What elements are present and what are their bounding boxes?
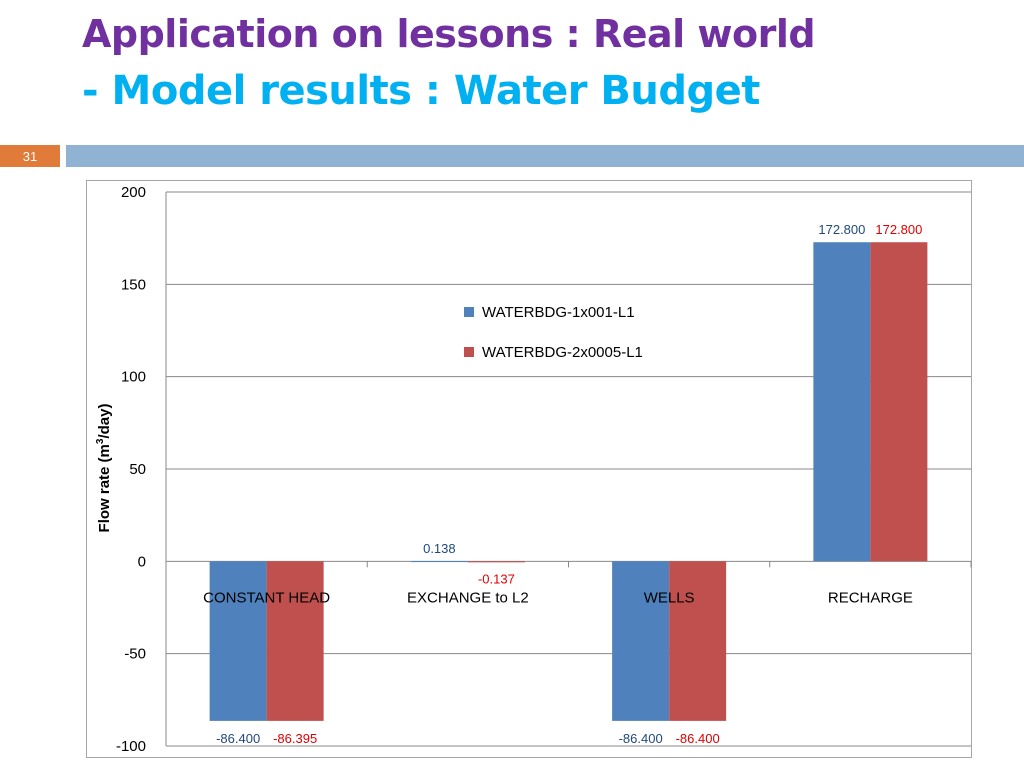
category-label: EXCHANGE to L2 [407, 589, 529, 606]
y-tick-label: 150 [121, 276, 146, 293]
y-tick-label: 50 [129, 461, 146, 478]
y-axis-title: Flow rate (m3/day) [95, 404, 113, 533]
category-labels: CONSTANT HEAD EXCHANGE to L2 WELLS RECHARGE [203, 589, 913, 606]
slide-number: 31 [0, 145, 60, 167]
y-axis-title-sup: 3 [95, 438, 106, 444]
water-budget-chart: 200 150 100 50 0 -50 -100 CONSTANT HEAD EXCHANG… [86, 180, 972, 758]
y-tick-label: -100 [116, 738, 146, 755]
title-line-2: - Model results : Water Budget [82, 68, 760, 114]
y-axis-title-main: Flow rate (m [96, 444, 113, 532]
bar [266, 561, 324, 721]
bar [410, 561, 468, 563]
category-label: RECHARGE [828, 589, 913, 606]
category-label: WELLS [644, 589, 695, 606]
legend-swatch-1 [464, 307, 474, 317]
y-tick-label: -50 [124, 646, 146, 663]
data-label: 172.800 [875, 222, 922, 237]
bar [669, 561, 727, 721]
legend-label-1: WATERBDG-1x001-L1 [482, 304, 635, 321]
y-tick-label: 200 [121, 184, 146, 201]
data-label: -86.400 [619, 731, 663, 746]
data-label: 0.138 [423, 541, 456, 556]
data-label: -86.395 [273, 731, 317, 746]
legend: WATERBDG-1x001-L1 WATERBDG-2x0005-L1 [464, 304, 643, 361]
y-axis-title-unit: /day) [96, 404, 113, 439]
bar [467, 561, 525, 563]
data-label: -86.400 [676, 731, 720, 746]
bar [209, 561, 267, 721]
y-tick-labels: 200 150 100 50 0 -50 -100 [116, 184, 146, 755]
legend-label-2: WATERBDG-2x0005-L1 [482, 344, 643, 361]
y-tick-label: 100 [121, 369, 146, 386]
bars [209, 242, 928, 721]
data-label: -0.137 [478, 571, 515, 586]
y-tick-label: 0 [138, 553, 146, 570]
data-label: 172.800 [818, 222, 865, 237]
category-label: CONSTANT HEAD [203, 589, 330, 606]
legend-swatch-2 [464, 347, 474, 357]
data-labels: -86.400 -86.395 0.138 -0.137 -86.400 -86.400 1… [216, 222, 922, 746]
bar [612, 561, 670, 721]
bar [813, 242, 871, 562]
bar [870, 242, 928, 562]
title-line-1: Application on lessons : Real world [82, 12, 816, 56]
header-band [66, 145, 1024, 167]
data-label: -86.400 [216, 731, 260, 746]
